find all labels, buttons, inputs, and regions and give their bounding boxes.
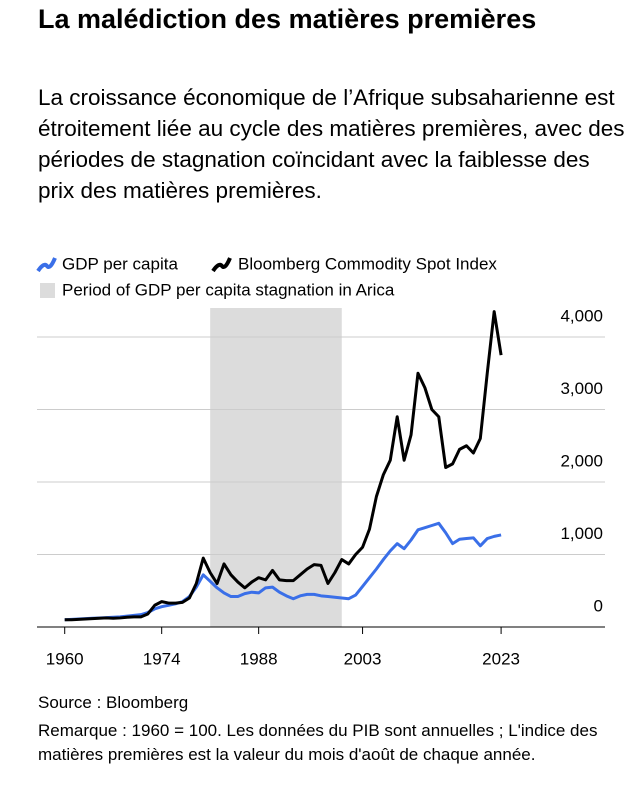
y-tick-label: 0 [594, 596, 603, 615]
source: Source : Bloomberg [38, 693, 189, 712]
x-tick-label: 1960 [46, 649, 84, 668]
x-tick-label: 2023 [482, 649, 520, 668]
legend-icon [36, 257, 57, 273]
y-tick-label: 3,000 [560, 379, 603, 398]
series-line [64, 310, 503, 622]
chart: GDP per capita Bloomberg Commodity Spot … [36, 254, 605, 668]
legend-icon [211, 257, 232, 273]
y-tick-label: 4,000 [560, 306, 603, 325]
legend-label: Period of GDP per capita stagnation in A… [62, 280, 395, 299]
legend-label: Bloomberg Commodity Spot Index [238, 254, 497, 273]
legend-icon [40, 283, 55, 298]
note: Remarque : 1960 = 100. Les données du PI… [38, 721, 598, 764]
shaded-period [210, 308, 342, 627]
chart-subtitle: La croissance économique de l’Afrique su… [38, 85, 625, 203]
x-tick-label: 2003 [344, 649, 382, 668]
y-tick-label: 1,000 [560, 524, 603, 543]
chart-title: La malédiction des matières premières [38, 4, 537, 34]
legend-label: GDP per capita [62, 254, 178, 273]
series-line [64, 521, 502, 622]
y-tick-label: 2,000 [560, 451, 603, 470]
x-tick-label: 1974 [143, 649, 181, 668]
x-tick-label: 1988 [240, 649, 278, 668]
